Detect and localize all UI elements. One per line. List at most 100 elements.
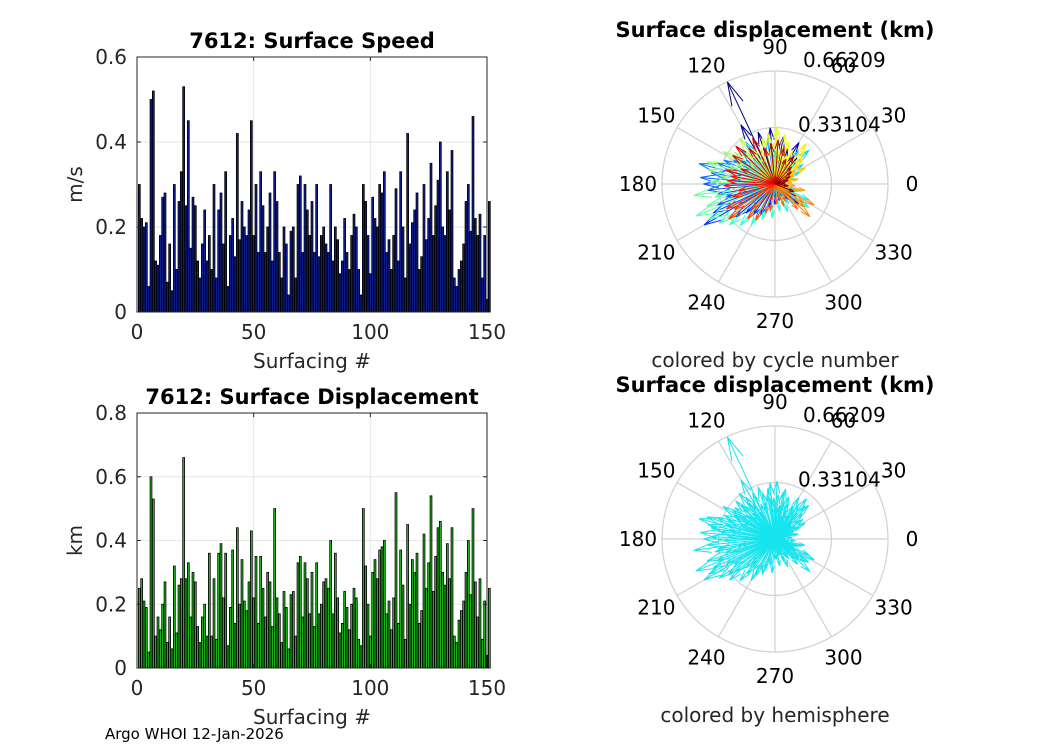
- speed-bar: [296, 184, 300, 313]
- rose-hemisphere-arrow: [765, 538, 776, 569]
- speed-bar: [445, 171, 449, 313]
- displacement-bar: [224, 552, 228, 669]
- rose-hemisphere-arrowhead: [706, 552, 723, 562]
- rose-hemisphere-arrowhead: [718, 566, 734, 579]
- rose-cycle-arrowhead: [723, 182, 735, 189]
- rose-hemisphere-arrowhead: [780, 555, 785, 562]
- rose-hemisphere-angle-label: 30: [881, 459, 906, 483]
- speed-bar: [455, 286, 459, 313]
- rose-hemisphere-arrowhead: [764, 502, 770, 512]
- speed-bar: [457, 269, 461, 313]
- rose-cycle-arrow: [774, 183, 815, 206]
- rose-hemisphere-arrowhead: [797, 522, 806, 529]
- rose-hemisphere-arrow: [732, 538, 776, 553]
- rose-cycle-arrowhead: [752, 137, 761, 150]
- rose-hemisphere-arrow: [774, 494, 779, 540]
- displacement-bar: [448, 578, 452, 669]
- speed-bar: [340, 260, 344, 313]
- speed-bar: [275, 201, 279, 313]
- speed-bar: [473, 218, 477, 313]
- rose-hemisphere-arrow: [774, 502, 785, 540]
- speed-xlabel: Surfacing #: [253, 349, 371, 373]
- rose-cycle-angle-label: 210: [637, 241, 675, 265]
- rose-hemisphere-arrow: [747, 538, 776, 575]
- rose-hemisphere-arrowhead: [781, 513, 787, 521]
- speed-bar: [156, 264, 160, 313]
- rose-cycle-arrowhead: [768, 143, 775, 153]
- rose-cycle-arrowhead: [766, 133, 773, 145]
- displacement-bar: [147, 651, 151, 669]
- displacement-bar: [329, 540, 333, 669]
- speed-xtick-label: 0: [131, 320, 144, 344]
- speed-bar: [165, 281, 169, 313]
- displacement-bar: [345, 607, 349, 669]
- speed-bar: [245, 235, 249, 313]
- displacement-bar: [422, 533, 426, 669]
- displacement-bar: [380, 546, 384, 669]
- rose-cycle-arrowhead: [783, 179, 789, 184]
- displacement-bar: [324, 578, 328, 669]
- displacement-bar: [410, 559, 414, 669]
- displacement-bar: [154, 635, 158, 669]
- displacement-bar: [219, 543, 223, 669]
- rose-hemisphere-arrowhead: [792, 543, 798, 547]
- rose-hemisphere-arrowhead: [706, 516, 723, 526]
- rose-hemisphere-arrowhead: [783, 496, 790, 507]
- speed-bar: [331, 260, 335, 313]
- rose-hemisphere-arrowhead: [714, 545, 729, 553]
- rose-cycle-arrow: [735, 162, 776, 185]
- rose-hemisphere-arrowhead: [727, 533, 738, 540]
- speed-bar: [438, 141, 442, 313]
- rose-hemisphere-arrowhead: [727, 519, 739, 527]
- displacement-bar: [483, 600, 487, 669]
- speed-bar: [212, 184, 216, 313]
- displacement-bar: [312, 626, 316, 669]
- rose-hemisphere-angle-label: 90: [762, 390, 787, 414]
- displacement-bar: [308, 613, 312, 669]
- speed-bar: [415, 192, 419, 313]
- speed-bar: [240, 201, 244, 313]
- speed-bar: [375, 226, 379, 313]
- rose-cycle-arrowhead: [710, 178, 725, 187]
- rose-cycle-arrowhead: [783, 183, 789, 187]
- displacement-bar: [350, 603, 354, 669]
- speed-bar: [350, 235, 354, 313]
- rose-cycle-arrowhead: [740, 124, 752, 140]
- speed-bar: [282, 226, 286, 313]
- rose-hemisphere-arrowhead: [776, 505, 782, 513]
- rose-cycle-arrowhead: [804, 197, 815, 206]
- rose-hemisphere-arrowhead: [779, 502, 785, 511]
- displacement-bar: [441, 571, 445, 669]
- displacement-bar: [310, 571, 314, 669]
- displacement-bar: [459, 610, 463, 669]
- rose-hemisphere-arrowhead: [777, 550, 781, 556]
- rose-hemisphere-radial-label: 0.66209: [803, 403, 886, 427]
- speed-bar: [483, 235, 487, 313]
- rose-hemisphere-arrowhead: [791, 497, 800, 508]
- speed-bar: [254, 184, 258, 313]
- speed-bar: [161, 196, 165, 313]
- rose-cycle-arrowhead: [761, 211, 768, 220]
- rose-cycle-arrow: [752, 137, 776, 185]
- speed-bar: [308, 235, 312, 313]
- speed-bar: [352, 213, 356, 313]
- rose-cycle-arrowhead: [790, 183, 796, 188]
- rose-cycle-arrow: [774, 183, 811, 217]
- rose-hemisphere-arrow: [695, 538, 776, 572]
- rose-hemisphere-arrowhead: [752, 503, 761, 514]
- displacement-bar: [249, 530, 253, 669]
- displacement-bar: [198, 642, 202, 669]
- rose-cycle-arrowhead: [788, 188, 795, 193]
- rose-hemisphere-arrowhead: [735, 517, 746, 526]
- rose-hemisphere-arrowhead: [786, 505, 794, 514]
- speed-bar: [368, 273, 372, 313]
- displacement-bar: [189, 616, 193, 669]
- rose-hemisphere-arrowhead: [723, 537, 735, 544]
- displacement-bar: [268, 581, 272, 669]
- displacement-bar: [338, 632, 342, 669]
- rose-cycle-arrowhead: [731, 175, 742, 181]
- speed-bar: [280, 277, 284, 313]
- displacement-xtick-label: 50: [241, 676, 266, 700]
- speed-bar: [462, 243, 466, 313]
